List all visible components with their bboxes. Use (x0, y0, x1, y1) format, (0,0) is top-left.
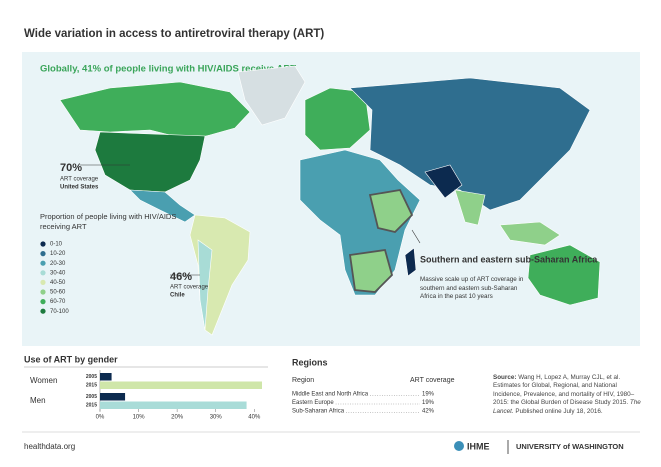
source-tail: Published online July 18, 2016. (515, 407, 603, 415)
callout-value: 46% (170, 271, 192, 283)
category-label: Women (30, 376, 57, 385)
legend-label: 50-60 (50, 290, 66, 296)
legend-swatch (40, 299, 46, 305)
title: Wide variation in access to antiretrovir… (24, 28, 324, 40)
legend-label: 60-70 (50, 299, 66, 305)
series-label: 2015 (86, 382, 97, 388)
legend-label: 20-30 (50, 261, 66, 267)
world-map (59, 65, 601, 336)
region-value: 42% (422, 409, 435, 415)
bar (100, 401, 247, 409)
legend-label: 40-50 (50, 280, 66, 286)
x-tick-label: 40% (248, 415, 261, 421)
bar (100, 373, 112, 381)
legend-label: 70-100 (50, 309, 69, 315)
gender-chart: 0% 10% 20% 30% 40% Women 2005 2015 Men 2005 2015 (30, 370, 262, 421)
source-label: Source: (493, 374, 517, 381)
africa-title: Southern and eastern sub-Saharan Africa (420, 254, 598, 264)
africa-pointer (411, 229, 421, 244)
legend-swatch (40, 308, 46, 314)
regions-header: ART coverage (410, 377, 455, 384)
series-label: 2005 (86, 394, 97, 400)
legend-title: Proportion of people living with HIV/AID… (40, 212, 177, 231)
ihme-logo (454, 441, 464, 451)
source-journal: The Lancet. (493, 399, 641, 415)
africa-text: Massive scale up of ART coverage in sout… (420, 276, 524, 300)
bar (100, 393, 126, 401)
x-tick-label: 20% (171, 415, 184, 421)
callout-place: United States (60, 185, 99, 191)
callout-place: Chile (170, 293, 185, 299)
headline: Globally, 41% of people living with HIV/… (40, 64, 296, 75)
legend-swatch (40, 260, 46, 266)
legend-swatch (40, 251, 46, 257)
site: healthdata.org (24, 442, 75, 451)
bar (100, 381, 262, 389)
chart-title: Use of ART by gender (24, 354, 118, 364)
region-value: 19% (422, 400, 435, 406)
legend: 0-10 10-20 20-30 30-40 40-50 50-60 60-70 70-100 (40, 241, 69, 315)
org: IHME (467, 441, 490, 451)
x-tick-label: 30% (210, 415, 223, 421)
legend-swatch (40, 270, 46, 276)
x-tick-label: 0% (96, 415, 105, 421)
source: Source: Wang H, Lopez A, Murray CJL, et … (493, 374, 643, 416)
x-tick-label: 10% (133, 415, 146, 421)
legend-swatch (40, 241, 46, 247)
regions-title: Regions (292, 357, 328, 367)
series-label: 2005 (86, 374, 97, 380)
category-label: Men (30, 396, 46, 405)
series-label: 2015 (86, 402, 97, 408)
legend-swatch (40, 289, 46, 295)
region-name: Middle East and North Africa (292, 392, 369, 398)
regions-table: Middle East and North Africa 19% Eastern E… (292, 392, 435, 415)
callout-value: 70% (60, 162, 82, 174)
region-value: 19% (422, 392, 435, 398)
source-text: Wang H, Lopez A, Murray CJL, et al. Esti… (493, 374, 635, 407)
callout-caption: ART coverage (60, 177, 99, 183)
legend-swatch (40, 279, 46, 285)
region-name: Eastern Europe (292, 400, 334, 406)
legend-label: 0-10 (50, 242, 63, 248)
legend-label: 30-40 (50, 270, 66, 276)
region-name: Sub-Saharan Africa (292, 409, 345, 415)
legend-label: 10-20 (50, 251, 66, 257)
callout-caption: ART coverage (170, 285, 209, 291)
org: UNIVERSITY of WASHINGTON (516, 442, 624, 451)
regions-header: Region (292, 377, 314, 384)
